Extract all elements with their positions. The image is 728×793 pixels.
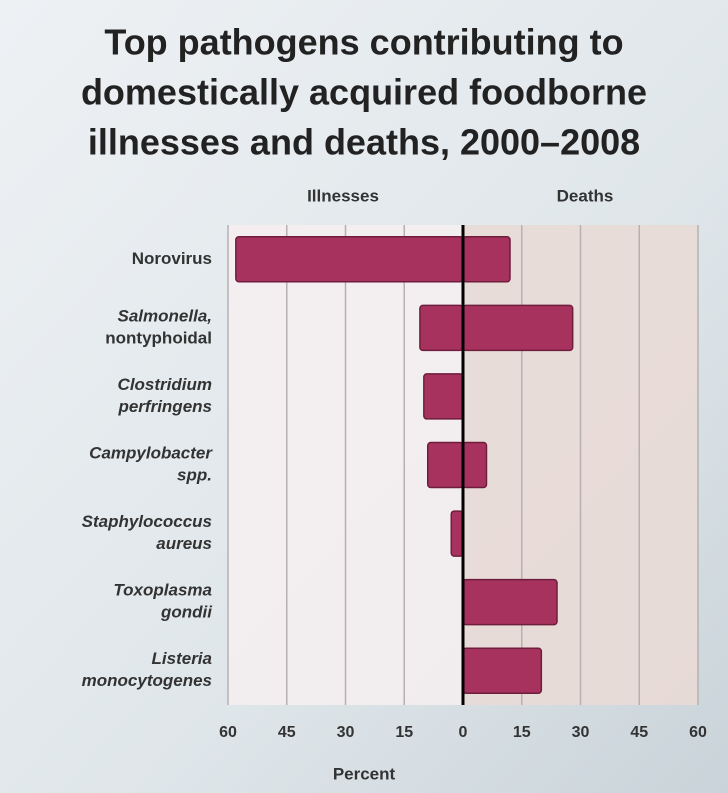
- legend-label: Deaths: [557, 186, 614, 205]
- legend-label: Illnesses: [307, 186, 379, 205]
- category-label: aureus: [156, 534, 212, 553]
- category-label: Listeria: [152, 649, 212, 668]
- x-tick-label: 60: [689, 724, 707, 741]
- bar: [462, 236, 511, 283]
- category-label: nontyphoidal: [105, 328, 212, 347]
- category-label: perfringens: [117, 397, 212, 416]
- x-tick-label: 15: [513, 724, 531, 741]
- bar: [423, 373, 464, 420]
- x-tick-label: 45: [278, 724, 296, 741]
- x-tick-label: 60: [219, 724, 237, 741]
- x-tick-label: 45: [630, 724, 648, 741]
- category-label: Staphylococcus: [82, 512, 212, 531]
- bar: [419, 304, 464, 352]
- x-tick-label: 15: [395, 724, 413, 741]
- category-label: monocytogenes: [82, 671, 212, 690]
- bar: [462, 647, 543, 694]
- x-tick-label: 0: [459, 724, 468, 741]
- bar: [462, 578, 558, 626]
- category-label: Campylobacter: [89, 443, 213, 462]
- bar: [427, 441, 464, 489]
- category-label: Salmonella,: [118, 306, 212, 325]
- bar: [450, 510, 464, 557]
- x-tick-label: 30: [572, 724, 590, 741]
- bar: [462, 304, 574, 352]
- bar: [235, 236, 464, 283]
- bar: [462, 441, 488, 489]
- category-label: Toxoplasma: [113, 581, 212, 600]
- chart-title: illnesses and deaths, 2000–2008: [88, 122, 640, 163]
- category-label: Clostridium: [118, 375, 212, 394]
- x-axis-label: Percent: [333, 764, 396, 783]
- category-label: spp.: [177, 465, 212, 484]
- category-label: gondii: [160, 603, 213, 622]
- category-label: Norovirus: [132, 249, 212, 268]
- x-tick-label: 30: [337, 724, 355, 741]
- chart-title: Top pathogens contributing to: [104, 22, 623, 63]
- chart-title: domestically acquired foodborne: [81, 72, 647, 113]
